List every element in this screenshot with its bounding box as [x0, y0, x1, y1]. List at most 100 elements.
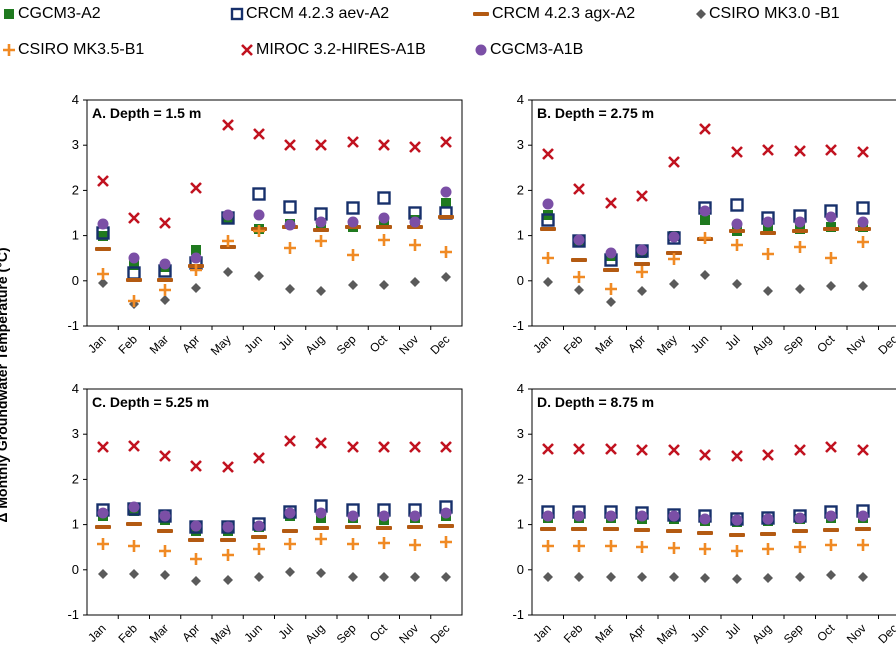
- data-point: [543, 277, 553, 287]
- y-tick-label: 0: [72, 562, 79, 577]
- series-csiro30_b1: [98, 267, 451, 309]
- data-point: [223, 267, 233, 277]
- data-point: [636, 244, 648, 256]
- data-point: [573, 183, 585, 195]
- data-point: [284, 219, 296, 231]
- data-point: [346, 201, 360, 215]
- data-point: [762, 216, 774, 228]
- data-point: [378, 537, 390, 549]
- data-point: [542, 540, 554, 552]
- data-point: [858, 572, 868, 582]
- legend-item: CSIRO MK3.0 -B1: [695, 5, 840, 23]
- x-tick-label: Dec: [875, 621, 896, 646]
- x-tick-label: Mar: [147, 621, 172, 646]
- series-miroc_a1b: [97, 435, 452, 473]
- data-point: [128, 212, 140, 224]
- data-point: [191, 576, 201, 586]
- data-point: [440, 441, 452, 453]
- panel-title: B. Depth = 2.75 m: [537, 105, 654, 121]
- x-tick-label: Nov: [396, 621, 421, 646]
- data-point: [763, 286, 773, 296]
- data-point: [315, 139, 327, 151]
- data-point: [220, 538, 236, 542]
- legend-label: CSIRO MK3.5-B1: [18, 41, 145, 58]
- data-point: [95, 247, 111, 251]
- y-tick-label: 1: [72, 228, 79, 243]
- data-point: [253, 520, 265, 532]
- x-tick-label: Dec: [428, 621, 453, 646]
- panel-title: A. Depth = 1.5 m: [92, 105, 201, 121]
- data-point: [190, 520, 202, 532]
- diamond-icon: [696, 9, 706, 19]
- x-tick-label: Jul: [722, 621, 743, 642]
- data-point: [700, 573, 710, 583]
- data-point: [379, 280, 389, 290]
- x-tick-label: Jun: [688, 621, 712, 645]
- data-point: [668, 510, 680, 522]
- data-point: [254, 572, 264, 582]
- data-point: [603, 268, 619, 272]
- data-point: [825, 441, 837, 453]
- data-point: [378, 212, 390, 224]
- data-point: [571, 258, 587, 262]
- data-point: [315, 533, 327, 545]
- data-point: [542, 443, 554, 455]
- data-point: [795, 572, 805, 582]
- data-point: [794, 541, 806, 553]
- data-point: [760, 231, 776, 235]
- data-point: [159, 450, 171, 462]
- data-point: [409, 216, 421, 228]
- data-point: [440, 536, 452, 548]
- data-point: [440, 186, 452, 198]
- x-tick-label: Apr: [625, 332, 648, 355]
- data-point: [762, 144, 774, 156]
- data-point: [795, 284, 805, 294]
- data-point: [379, 572, 389, 582]
- data-point: [605, 540, 617, 552]
- data-point: [574, 572, 584, 582]
- data-point: [763, 224, 773, 234]
- data-point: [697, 531, 713, 535]
- y-tick-label: 3: [517, 137, 524, 152]
- data-point: [542, 148, 554, 160]
- data-point: [731, 146, 743, 158]
- data-point: [191, 283, 201, 293]
- x-tick-label: Feb: [115, 332, 140, 357]
- data-point: [128, 440, 140, 452]
- x-tick-label: Apr: [179, 621, 202, 644]
- legend-item: CSIRO MK3.5-B1: [2, 41, 144, 59]
- data-point: [251, 535, 267, 539]
- data-point: [605, 510, 617, 522]
- data-point: [540, 227, 556, 231]
- data-point: [379, 219, 389, 229]
- data-point: [857, 510, 869, 522]
- data-point: [762, 513, 774, 525]
- x-tick-label: Nov: [396, 332, 421, 357]
- data-point: [98, 231, 108, 241]
- x-tick-label: Jul: [722, 332, 743, 353]
- data-point: [636, 266, 648, 278]
- data-point: [157, 278, 173, 282]
- data-point: [826, 570, 836, 580]
- data-point: [409, 441, 421, 453]
- data-point: [542, 252, 554, 264]
- series-crcm_agx_a2: [95, 522, 454, 542]
- x-tick-label: Oct: [814, 332, 838, 356]
- data-point: [574, 285, 584, 295]
- x-tick-label: Jan: [85, 621, 109, 645]
- data-point: [792, 529, 808, 533]
- panel-title: C. Depth = 5.25 m: [92, 394, 209, 410]
- data-point: [440, 246, 452, 258]
- x-tick-label: Jun: [241, 621, 265, 645]
- data-point: [669, 279, 679, 289]
- series-csiro30_b1: [98, 567, 451, 586]
- data-point: [285, 567, 295, 577]
- data-point: [315, 216, 327, 228]
- data-point: [253, 209, 265, 221]
- data-point: [190, 460, 202, 472]
- legend-item: CRCM 4.2.3 agx-A2: [472, 5, 635, 23]
- x-tick-label: Oct: [814, 621, 838, 645]
- data-point: [98, 278, 108, 288]
